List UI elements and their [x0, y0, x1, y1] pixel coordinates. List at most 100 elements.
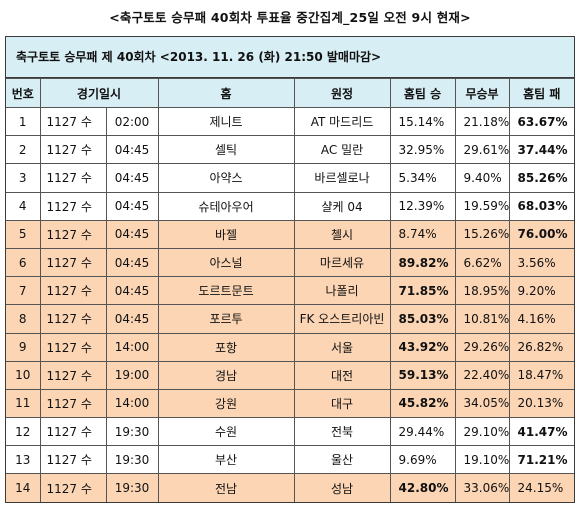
home-team: 경남	[157, 360, 295, 390]
match-time: 04:45	[105, 219, 159, 249]
match-number: 1	[6, 106, 41, 137]
home-team: 아스널	[157, 247, 295, 278]
home-win-rate: 71.85%	[389, 276, 456, 306]
match-time: 19:30	[105, 445, 159, 475]
match-date: 1127 수	[39, 163, 107, 193]
table-row: 10 1127 수 19:00 경남 대전 59.13% 22.40% 18.47%	[6, 360, 575, 390]
away-team: AT 마드리드	[293, 106, 391, 137]
table-row: 6 1127 수 04:45 아스널 마르세유 89.82% 6.62% 3.56%	[6, 247, 575, 278]
home-win-rate: 8.74%	[389, 219, 456, 249]
match-date: 1127 수	[39, 191, 107, 221]
match-time: 14:00	[105, 388, 159, 419]
draw-rate: 19.59%	[454, 191, 510, 221]
away-team: 바르셀로나	[293, 163, 391, 193]
table-row: 4 1127 수 04:45 슈테아우어 샬케 04 12.39% 19.59% 68.03%	[6, 191, 575, 221]
match-time: 04:45	[105, 191, 159, 221]
home-team: 수원	[157, 417, 295, 447]
col-header-away: 원정	[293, 78, 391, 108]
page-title: <축구토토 승무패 40회차 투표율 중간집계_25일 오전 9시 현재>	[109, 10, 471, 25]
match-date: 1127 수	[39, 473, 107, 502]
match-date: 1127 수	[39, 332, 107, 362]
match-date: 1127 수	[39, 388, 107, 419]
match-date: 1127 수	[39, 219, 107, 249]
draw-rate: 29.61%	[454, 135, 510, 165]
home-win-rate: 5.34%	[389, 163, 456, 193]
table-row: 9 1127 수 14:00 포항 서울 43.92% 29.26% 26.82%	[6, 332, 575, 362]
match-time: 04:45	[105, 247, 159, 278]
table-row: 2 1127 수 04:45 셀틱 AC 밀란 32.95% 29.61% 37.44%	[6, 135, 575, 165]
home-win-rate: 42.80%	[389, 473, 456, 502]
table-row: 5 1127 수 04:45 바젤 첼시 8.74% 15.26% 76.00%	[6, 219, 575, 249]
draw-rate: 34.05%	[454, 388, 510, 419]
table-row: 7 1127 수 04:45 도르트문트 나폴리 71.85% 18.95% 9.20%	[6, 276, 575, 306]
away-team: 샬케 04	[293, 191, 391, 221]
match-number: 12	[6, 417, 41, 447]
home-team: 슈테아우어	[157, 191, 295, 221]
col-header-home-win: 홈팀 승	[389, 78, 456, 108]
home-team: 강원	[157, 388, 295, 419]
home-lose-rate: 20.13%	[508, 388, 575, 419]
match-number: 10	[6, 360, 41, 390]
away-team: AC 밀란	[293, 135, 391, 165]
table-row: 13 1127 수 19:30 부산 울산 9.69% 19.10% 71.21%	[6, 445, 575, 475]
match-number: 6	[6, 247, 41, 278]
home-win-rate: 9.69%	[389, 445, 456, 475]
match-number: 14	[6, 473, 41, 502]
draw-rate: 9.40%	[454, 163, 510, 193]
home-team: 제니트	[157, 106, 295, 137]
home-lose-rate: 24.15%	[508, 473, 575, 502]
match-date: 1127 수	[39, 247, 107, 278]
away-team: FK 오스트리아빈	[293, 304, 391, 334]
home-win-rate: 89.82%	[389, 247, 456, 278]
home-win-rate: 29.44%	[389, 417, 456, 447]
home-lose-rate: 63.67%	[508, 106, 575, 137]
home-win-rate: 59.13%	[389, 360, 456, 390]
home-lose-rate: 41.47%	[508, 417, 575, 447]
draw-rate: 15.26%	[454, 219, 510, 249]
away-team: 성남	[293, 473, 391, 502]
col-header-home-lose: 홈팀 패	[508, 78, 575, 108]
home-win-rate: 43.92%	[389, 332, 456, 362]
home-lose-rate: 85.26%	[508, 163, 575, 193]
table-header-row: 번호 경기일시 홈 원정 홈팀 승 무승부 홈팀 패	[6, 78, 575, 108]
draw-rate: 29.26%	[454, 332, 510, 362]
col-header-no: 번호	[6, 78, 41, 108]
match-time: 02:00	[105, 106, 159, 137]
match-date: 1127 수	[39, 276, 107, 306]
home-team: 부산	[157, 445, 295, 475]
home-lose-rate: 9.20%	[508, 276, 575, 306]
vote-rate-table: 번호 경기일시 홈 원정 홈팀 승 무승부 홈팀 패 1 1127 수 02:00 제…	[6, 78, 575, 502]
round-subtitle: 축구토토 승무패 제 40회차 <2013. 11. 26 (화) 21:50 …	[6, 37, 574, 78]
away-team: 나폴리	[293, 276, 391, 306]
home-team: 아약스	[157, 163, 295, 193]
table-row: 14 1127 수 19:30 전남 성남 42.80% 33.06% 24.15%	[6, 473, 575, 502]
home-win-rate: 85.03%	[389, 304, 456, 334]
away-team: 대전	[293, 360, 391, 390]
draw-rate: 21.18%	[454, 106, 510, 137]
match-date: 1127 수	[39, 360, 107, 390]
vote-table-frame: 축구토토 승무패 제 40회차 <2013. 11. 26 (화) 21:50 …	[5, 36, 575, 503]
home-win-rate: 12.39%	[389, 191, 456, 221]
match-date: 1127 수	[39, 106, 107, 137]
home-lose-rate: 37.44%	[508, 135, 575, 165]
away-team: 서울	[293, 332, 391, 362]
home-lose-rate: 18.47%	[508, 360, 575, 390]
draw-rate: 22.40%	[454, 360, 510, 390]
match-date: 1127 수	[39, 445, 107, 475]
home-lose-rate: 71.21%	[508, 445, 575, 475]
match-time: 04:45	[105, 304, 159, 334]
match-number: 5	[6, 219, 41, 249]
match-date: 1127 수	[39, 304, 107, 334]
away-team: 전북	[293, 417, 391, 447]
home-lose-rate: 76.00%	[508, 219, 575, 249]
table-row: 1 1127 수 02:00 제니트 AT 마드리드 15.14% 21.18% 63.67%	[6, 106, 575, 137]
match-date: 1127 수	[39, 135, 107, 165]
away-team: 첼시	[293, 219, 391, 249]
home-win-rate: 32.95%	[389, 135, 456, 165]
home-lose-rate: 68.03%	[508, 191, 575, 221]
match-time: 19:30	[105, 417, 159, 447]
match-date: 1127 수	[39, 417, 107, 447]
draw-rate: 6.62%	[454, 247, 510, 278]
draw-rate: 19.10%	[454, 445, 510, 475]
match-time: 04:45	[105, 276, 159, 306]
